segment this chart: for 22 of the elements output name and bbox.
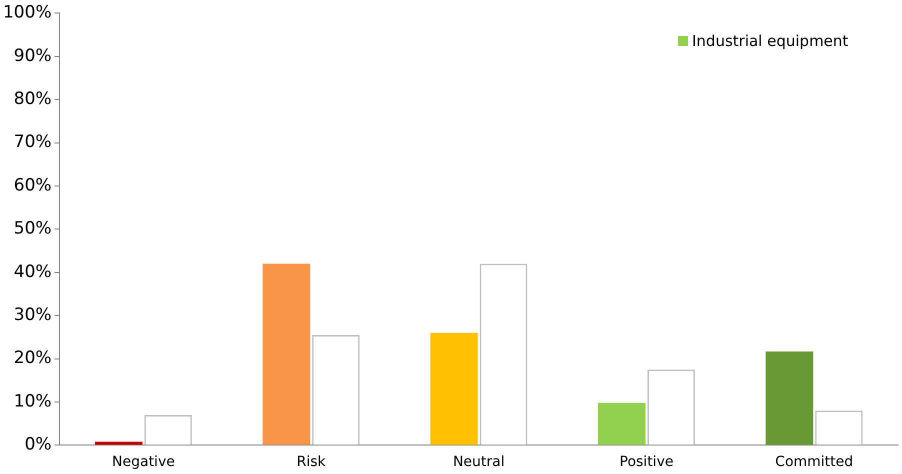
y-tick-label: 50% (14, 218, 52, 239)
x-tick-label: Risk (296, 454, 327, 470)
y-tick-label: 60% (14, 175, 52, 196)
bar (430, 332, 478, 445)
y-tick-label: 20% (14, 348, 52, 368)
y-tick-label: 30% (14, 305, 52, 326)
bar (598, 402, 646, 445)
x-tick-label: Neutral (452, 454, 505, 470)
x-tick-label: Committed (775, 454, 854, 470)
bar (766, 351, 814, 445)
legend-label: Industrial equipment (692, 32, 848, 50)
x-tick-label: Negative (112, 454, 175, 470)
x-tick-label: Positive (619, 454, 674, 470)
y-tick-label: 90% (14, 46, 52, 66)
y-tick-label: 70% (14, 132, 52, 152)
y-tick-label: 0% (24, 434, 52, 455)
bar (94, 442, 142, 445)
bar (262, 264, 310, 445)
y-tick-label: 40% (14, 262, 52, 282)
y-tick-label: 80% (14, 89, 52, 110)
y-tick-label: 10% (14, 391, 52, 412)
y-tick-label: 100% (2, 2, 52, 23)
